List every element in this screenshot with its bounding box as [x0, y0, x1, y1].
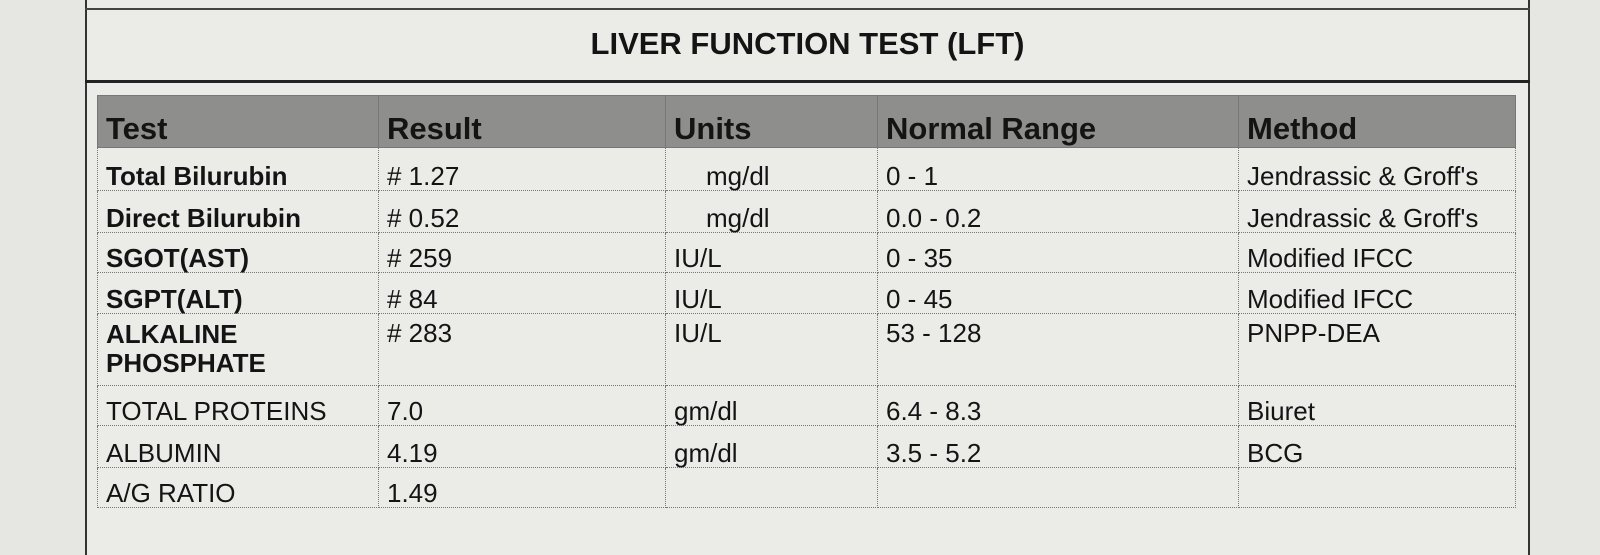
table-cell: # 0.52: [378, 190, 666, 233]
table-cell: Modified IFCC: [1238, 232, 1516, 273]
table-cell: IU/L: [665, 313, 878, 386]
column-header: Units: [665, 95, 878, 148]
table-cell: mg/dl: [665, 147, 878, 191]
table-cell: mg/dl: [665, 190, 878, 233]
empty-cell: [1238, 467, 1516, 508]
column-header: Method: [1238, 95, 1516, 148]
table-row: Direct Bilurubin # 0.52 mg/dl 0.0 - 0.2 Jend…: [97, 190, 1516, 233]
table-cell: # 1.27: [378, 147, 666, 191]
lft-table: Test Result Units Normal Range Method Total …: [97, 95, 1516, 508]
table-cell: ALBUMIN: [97, 425, 379, 468]
table-cell: 3.5 - 5.2: [877, 425, 1239, 468]
table-cell: 0.0 - 0.2: [877, 190, 1239, 233]
table-cell: Biuret: [1238, 385, 1516, 426]
empty-cell: [665, 467, 878, 508]
empty-cell: [877, 467, 1239, 508]
table-cell: gm/dl: [665, 425, 878, 468]
table-row: TOTAL PROTEINS 7.0 gm/dl 6.4 - 8.3 Biuret: [97, 385, 1516, 426]
column-header: Result: [378, 95, 666, 148]
table-cell: IU/L: [665, 232, 878, 273]
table-cell: 0 - 35: [877, 232, 1239, 273]
table-cell: gm/dl: [665, 385, 878, 426]
column-header: Normal Range: [877, 95, 1239, 148]
top-border: [85, 8, 1530, 10]
table-cell: Jendrassic & Groff's: [1238, 190, 1516, 233]
table-cell: 0 - 45: [877, 272, 1239, 314]
table-body: Total Bilurubin # 1.27 mg/dl 0 - 1 Jendrassi…: [97, 147, 1516, 508]
table-cell: 7.0: [378, 385, 666, 426]
table-cell: # 84: [378, 272, 666, 314]
table-cell: 1.49: [378, 467, 666, 508]
table-row: SGPT(ALT) # 84 IU/L 0 - 45 Modified IFCC: [97, 272, 1516, 314]
title-rule: [85, 80, 1530, 83]
table-row: ALKALINE PHOSPHATE # 283 IU/L 53 - 128 PNPP-…: [97, 313, 1516, 386]
table-cell: 53 - 128: [877, 313, 1239, 386]
table-cell: Total Bilurubin: [97, 147, 379, 191]
table-cell: 6.4 - 8.3: [877, 385, 1239, 426]
table-cell: IU/L: [665, 272, 878, 314]
table-cell: Jendrassic & Groff's: [1238, 147, 1516, 191]
table-cell: # 259: [378, 232, 666, 273]
table-cell: SGOT(AST): [97, 232, 379, 273]
table-row: Total Bilurubin # 1.27 mg/dl 0 - 1 Jendrassi…: [97, 147, 1516, 191]
column-header: Test: [97, 95, 379, 148]
table-cell: BCG: [1238, 425, 1516, 468]
header-row: Test Result Units Normal Range Method: [97, 95, 1516, 148]
table-cell: 4.19: [378, 425, 666, 468]
table-row: A/G RATIO 1.49: [97, 467, 1516, 508]
report-title: LIVER FUNCTION TEST (LFT): [590, 26, 1025, 61]
table-cell: PNPP-DEA: [1238, 313, 1516, 386]
table-cell: # 283: [378, 313, 666, 386]
table-cell: A/G RATIO: [97, 467, 379, 508]
table-cell: Direct Bilurubin: [97, 190, 379, 233]
table-cell: Modified IFCC: [1238, 272, 1516, 314]
table-cell: SGPT(ALT): [97, 272, 379, 314]
table-cell: ALKALINE PHOSPHATE: [97, 313, 379, 386]
table-cell: 0 - 1: [877, 147, 1239, 191]
table-row: ALBUMIN 4.19 gm/dl 3.5 - 5.2 BCG: [97, 425, 1516, 468]
table-row: SGOT(AST) # 259 IU/L 0 - 35 Modified IFCC: [97, 232, 1516, 273]
table-cell: TOTAL PROTEINS: [97, 385, 379, 426]
